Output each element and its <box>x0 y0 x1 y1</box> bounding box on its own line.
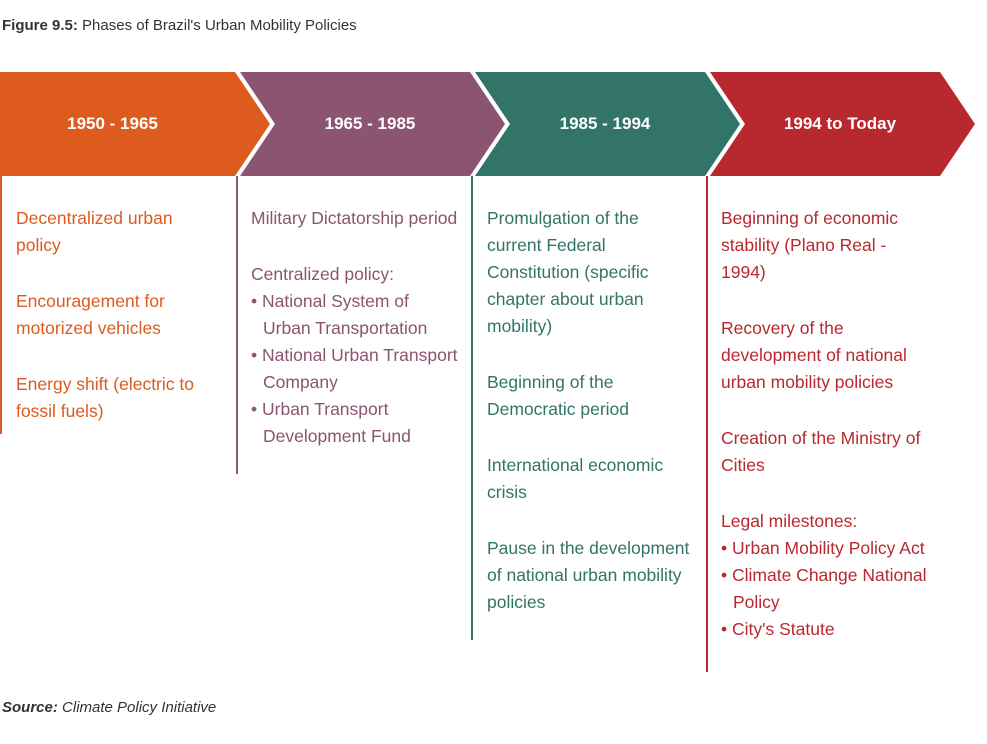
phase-4-bullet: Climate Change National Policy <box>721 562 931 616</box>
phase-2-bullet: National System of Urban Transportation <box>251 288 461 342</box>
phase-1-column: Decentralized urban policy Encouragement… <box>16 205 211 454</box>
phase-4-item: Beginning of economic stability (Plano R… <box>721 208 899 282</box>
arrow-phase-2 <box>240 72 505 176</box>
phase-3-period: 1985 - 1994 <box>559 114 651 133</box>
timeline-arrows <box>0 72 975 176</box>
phase-4-column: Beginning of economic stability (Plano R… <box>721 205 931 643</box>
phase-3-line <box>471 176 473 640</box>
phase-2-item: Military Dictatorship period <box>251 208 458 228</box>
phase-4-bullets: Urban Mobility Policy Act Climate Change… <box>721 535 931 643</box>
phase-2-bullet: Urban Transport Development Fund <box>251 396 461 450</box>
phase-2-column: Military Dictatorship period Centralized… <box>251 205 461 450</box>
phase-1-period: 1950 - 1965 <box>67 114 158 133</box>
phase-2-bullet: National Urban Transport Company <box>251 342 461 396</box>
phase-3-item: Promulgation of the current Federal Cons… <box>487 208 649 336</box>
phase-1-line <box>0 176 2 434</box>
phase-4-bullet: Urban Mobility Policy Act <box>721 535 931 562</box>
phase-3-item: Pause in the development of national urb… <box>487 538 690 612</box>
phase-4-line <box>706 176 708 672</box>
phase-2-item: Centralized policy: National System of U… <box>251 261 461 450</box>
figure-title: Figure 9.5: Phases of Brazil's Urban Mob… <box>2 17 357 34</box>
arrow-phase-4 <box>710 72 975 176</box>
phase-4-period: 1994 to Today <box>783 114 897 133</box>
phase-3-column: Promulgation of the current Federal Cons… <box>487 205 692 645</box>
phase-2-period: 1965 - 1985 <box>324 114 416 133</box>
phase-1-item: Energy shift (electric to fossil fuels) <box>16 374 194 421</box>
phase-4-item: Recovery of the development of national … <box>721 318 907 392</box>
phase-4-item: Creation of the Ministry of Cities <box>721 428 921 475</box>
phase-1-item: Encouragement for motorized vehicles <box>16 291 165 338</box>
phase-2-item-heading: Centralized policy: <box>251 264 394 284</box>
figure-label: Figure 9.5: <box>2 17 78 34</box>
arrow-phase-3 <box>475 72 740 176</box>
phase-4-item: Legal milestones: Urban Mobility Policy … <box>721 508 931 643</box>
source-label: Source: <box>2 699 58 716</box>
phase-4-bullet: City's Statute <box>721 616 931 643</box>
phase-2-bullets: National System of Urban Transportation … <box>251 288 461 450</box>
phase-3-item: International economic crisis <box>487 455 664 502</box>
phase-3-item: Beginning of the Democratic period <box>487 372 629 419</box>
source-note: Source: Climate Policy Initiative <box>2 699 216 716</box>
phase-1-item: Decentralized urban policy <box>16 208 173 255</box>
source-text: Climate Policy Initiative <box>62 699 217 716</box>
phase-2-line <box>236 176 238 474</box>
figure-title-text: Phases of Brazil's Urban Mobility Polici… <box>82 17 357 34</box>
arrow-phase-1 <box>0 72 270 176</box>
phase-4-item-heading: Legal milestones: <box>721 511 858 531</box>
